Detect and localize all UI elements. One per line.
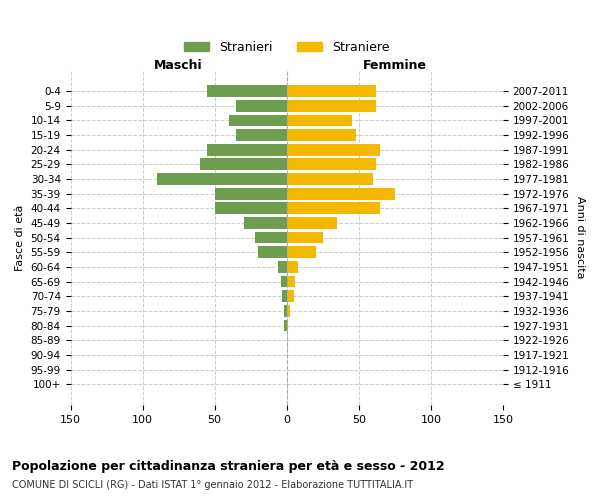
Bar — [281, 276, 287, 287]
Y-axis label: Anni di nascita: Anni di nascita — [575, 196, 585, 279]
Bar — [244, 217, 287, 229]
Bar — [287, 232, 323, 243]
Bar — [200, 158, 287, 170]
Bar — [215, 188, 287, 200]
Bar — [287, 217, 337, 229]
Bar — [229, 114, 287, 126]
Legend: Stranieri, Straniere: Stranieri, Straniere — [179, 36, 395, 59]
Bar — [287, 305, 290, 317]
Bar — [236, 100, 287, 112]
Text: Maschi: Maschi — [154, 59, 203, 72]
Bar — [278, 261, 287, 273]
Bar — [287, 188, 395, 200]
Bar — [287, 261, 298, 273]
Bar — [258, 246, 287, 258]
Bar — [157, 173, 287, 185]
Bar — [287, 246, 316, 258]
Bar — [287, 129, 356, 141]
Text: Femmine: Femmine — [363, 59, 427, 72]
Bar — [287, 158, 376, 170]
Bar — [208, 144, 287, 156]
Bar — [287, 320, 288, 332]
Bar — [236, 129, 287, 141]
Bar — [255, 232, 287, 243]
Bar — [287, 144, 380, 156]
Bar — [287, 114, 352, 126]
Bar — [287, 173, 373, 185]
Bar — [215, 202, 287, 214]
Bar — [287, 202, 380, 214]
Bar — [287, 290, 294, 302]
Bar — [287, 85, 376, 97]
Bar — [287, 100, 376, 112]
Text: COMUNE DI SCICLI (RG) - Dati ISTAT 1° gennaio 2012 - Elaborazione TUTTITALIA.IT: COMUNE DI SCICLI (RG) - Dati ISTAT 1° ge… — [12, 480, 413, 490]
Text: Popolazione per cittadinanza straniera per età e sesso - 2012: Popolazione per cittadinanza straniera p… — [12, 460, 445, 473]
Bar — [283, 290, 287, 302]
Bar — [284, 320, 287, 332]
Bar — [208, 85, 287, 97]
Bar — [284, 305, 287, 317]
Y-axis label: Fasce di età: Fasce di età — [15, 204, 25, 271]
Bar — [287, 276, 295, 287]
